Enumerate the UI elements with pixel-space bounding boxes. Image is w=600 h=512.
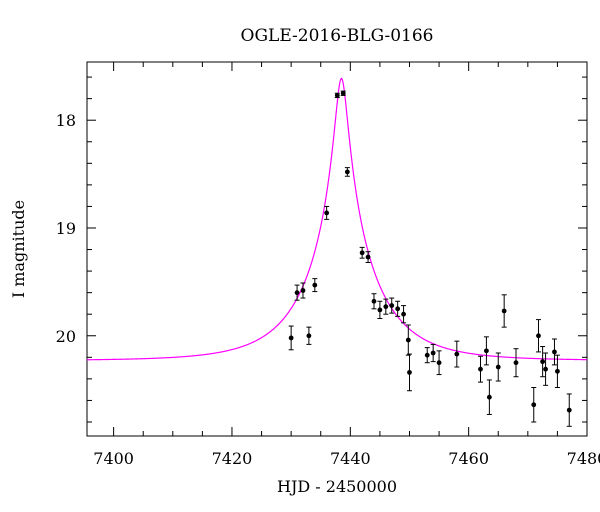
data-point [555,368,560,374]
data-point [543,366,548,372]
data-point [536,333,541,339]
data-point [513,360,519,366]
y-axis-label: I magnitude [9,200,28,298]
data-point [312,282,318,288]
data-point [531,402,537,408]
data-point [334,93,340,98]
data-point [401,311,406,317]
data-point [344,169,350,175]
data-points [288,90,572,427]
data-point [340,90,346,96]
data-point [495,364,501,370]
data-point [300,288,306,293]
x-tick-label: 7400 [93,449,134,468]
data-point [306,333,312,339]
data-point [430,350,436,356]
x-tick-label: 7440 [330,449,371,468]
data-point [288,335,294,341]
data-point [383,304,389,310]
data-point [484,348,489,354]
plot-frame [86,61,588,437]
y-tick-labels: 18 19 20 [56,111,76,346]
data-point [478,366,483,372]
data-point [407,370,412,375]
data-point [540,359,546,365]
data-point [359,250,365,256]
data-point [566,407,572,413]
major-ticks [87,62,588,436]
data-point [405,337,411,343]
data-point [371,298,377,304]
x-axis-label: HJD - 2450000 [277,477,397,496]
y-tick-label: 20 [56,327,76,346]
chart-title: OGLE-2016-BLG-0166 [241,26,434,46]
data-point [436,360,442,366]
data-point [294,290,300,296]
data-point [324,210,330,216]
x-tick-label: 7480 [567,449,600,468]
data-point [552,349,557,355]
data-point [365,254,371,260]
data-point [501,308,507,314]
data-point [486,394,492,400]
data-point [395,306,401,312]
minor-ticks [87,62,587,436]
x-tick-label: 7420 [212,449,253,468]
y-tick-label: 19 [56,219,76,238]
x-tick-label: 7460 [448,449,489,468]
data-point [454,351,460,357]
data-point [377,307,383,313]
data-point [424,352,430,358]
x-tick-labels: 7400 7420 7440 7460 7480 [93,449,600,468]
model-curve [86,77,588,361]
data-point [389,303,395,308]
y-tick-label: 18 [56,111,76,130]
